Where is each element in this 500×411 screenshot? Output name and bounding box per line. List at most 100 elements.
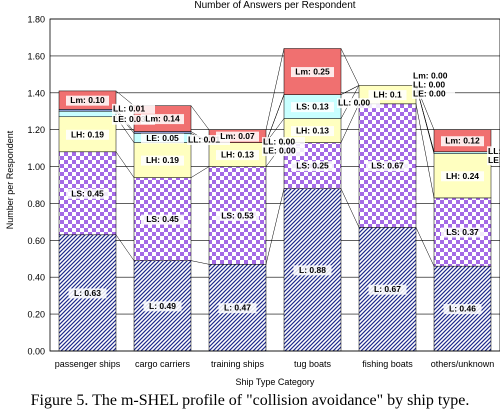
- data-label: LH: 0.19: [71, 129, 104, 139]
- data-label-bg: [66, 129, 109, 140]
- y-tick-label: 0.00: [27, 347, 45, 357]
- data-label-bg: [291, 126, 334, 137]
- data-label-bg: [66, 188, 109, 199]
- x-tick-label: passenger ships: [55, 359, 121, 369]
- series-connector-line: [265, 188, 285, 265]
- data-label-bg: [68, 288, 107, 299]
- data-label: LL: 0.00: [338, 98, 370, 108]
- series-connector-line: [415, 227, 435, 267]
- data-label: Lm: 0.00: [413, 70, 448, 80]
- data-label: LS: 0.13: [296, 102, 329, 112]
- data-label-bg: [187, 135, 230, 146]
- data-label: LE: 0.00: [413, 88, 446, 98]
- data-label: LS: 0.37: [446, 227, 479, 237]
- data-label-bg: [293, 265, 332, 276]
- data-label-bg: [141, 155, 184, 166]
- data-label-bg: [368, 284, 407, 295]
- data-label-bg: [218, 303, 257, 314]
- x-tick-label: cargo carriers: [135, 359, 191, 369]
- data-label-bg: [441, 136, 484, 147]
- series-connector-line: [265, 48, 285, 130]
- data-label-bg: [487, 146, 500, 157]
- x-tick-label: fishing boats: [362, 359, 413, 369]
- x-tick-label: tug boats: [294, 359, 332, 369]
- bar-segment-ll: [58, 109, 117, 112]
- data-label: LS: 0.45: [71, 188, 104, 198]
- series-connector-line: [415, 103, 435, 198]
- bar-segment-le: [58, 110, 117, 118]
- data-label-bg: [412, 70, 455, 81]
- axes: 0.00 0.20 0.40 0.60 0.80 1.00 1.20 1.40 1.60 1.80…: [27, 15, 500, 369]
- data-label-bg: [262, 137, 305, 148]
- bar-segment-le: [433, 151, 492, 154]
- data-label: LS: 0.25: [296, 161, 329, 171]
- data-label: L: 0.47: [224, 303, 251, 313]
- data-label-bg: [487, 155, 500, 166]
- data-label: Lm: 0.25: [295, 67, 330, 77]
- data-label: LE: 0.00: [263, 146, 296, 156]
- data-label: LH: 0.13: [296, 126, 329, 136]
- series-connector-line: [115, 234, 135, 261]
- data-label: L: 0.67: [374, 284, 401, 294]
- data-label: Lm: 0.12: [445, 136, 480, 146]
- data-label-bg: [141, 214, 184, 225]
- data-label-bg: [366, 161, 409, 172]
- data-label: LH: 0.1: [373, 90, 402, 100]
- data-label-bg: [66, 95, 109, 106]
- y-tick-label: 1.40: [27, 88, 45, 98]
- y-axis-label: Number per Respondent: [5, 130, 15, 229]
- chart-title: Number of Answers per Respondent: [194, 0, 355, 11]
- data-label-bg: [412, 88, 455, 99]
- data-label: LS: 0.67: [371, 161, 404, 171]
- data-label-bg: [291, 67, 334, 78]
- data-label: Lm: 0.07: [220, 131, 255, 141]
- series-connector-line: [340, 188, 360, 228]
- x-tick-label: training ships: [211, 359, 265, 369]
- y-tick-label: 1.60: [27, 51, 45, 61]
- data-label: LL: 0.00: [488, 146, 500, 156]
- data-label: L: 0.63: [74, 288, 101, 298]
- y-tick-label: 0.40: [27, 273, 45, 283]
- data-label: LS: 0.45: [146, 214, 179, 224]
- series-connector-line: [190, 166, 210, 178]
- series-connector-line: [190, 260, 210, 265]
- y-tick-label: 0.20: [27, 310, 45, 320]
- series-connector-line: [340, 85, 360, 95]
- data-label: L: 0.49: [149, 301, 176, 311]
- data-label: Lm: 0.14: [145, 114, 180, 124]
- data-label: LL: 0.00: [263, 137, 295, 147]
- data-label-bg: [441, 227, 484, 238]
- data-label: LL: 0.00: [413, 79, 445, 89]
- y-tick-label: 0.60: [27, 236, 45, 246]
- series-connector-line: [190, 105, 210, 130]
- data-label: LE: 0.03: [113, 114, 146, 124]
- y-tick-label: 1.80: [27, 15, 45, 25]
- series-connector-line: [265, 94, 285, 143]
- data-label-bg: [291, 102, 334, 113]
- data-label: LH: 0.24: [446, 171, 479, 181]
- data-label-bg: [368, 90, 407, 101]
- data-label: LL: 0.01: [188, 135, 220, 145]
- data-label-bg: [291, 161, 334, 172]
- data-label-bg: [112, 103, 155, 114]
- y-tick-label: 1.20: [27, 125, 45, 135]
- x-axis-label: Ship Type Category: [236, 377, 315, 387]
- data-label: LH: 0.19: [146, 155, 179, 165]
- data-label-bg: [143, 301, 182, 312]
- gridlines: [50, 18, 500, 352]
- figure-caption: Figure 5. The m-SHEL profile of "collisi…: [30, 392, 470, 409]
- data-label-bg: [112, 114, 155, 125]
- data-label-bg: [216, 210, 259, 221]
- data-label-bg: [216, 131, 259, 142]
- data-label: LE: 0.01: [488, 155, 500, 165]
- data-label-bg: [216, 150, 259, 161]
- data-label: L: 0.88: [299, 265, 326, 275]
- series-connector-line: [115, 90, 135, 106]
- data-label-bg: [412, 79, 455, 90]
- data-label: LS: 0.53: [221, 210, 254, 220]
- data-label: LL: 0.01: [113, 103, 145, 113]
- series-connector-line: [115, 151, 135, 178]
- data-label-bg: [441, 171, 484, 182]
- data-label: LH: 0.13: [221, 150, 254, 160]
